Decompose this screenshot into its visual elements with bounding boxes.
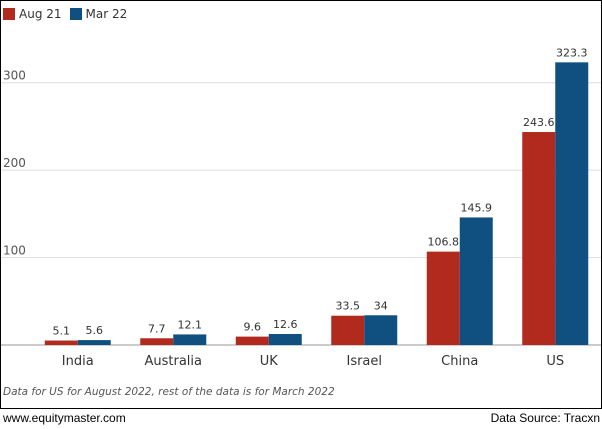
value-label: 12.6 bbox=[273, 318, 298, 331]
value-label: 106.8 bbox=[428, 236, 460, 249]
x-tick-labels: India Australia UK Israel China US bbox=[62, 354, 564, 369]
bar bbox=[522, 132, 556, 345]
x-tick-label: US bbox=[546, 354, 564, 369]
bar-chart: 100 200 300 5.1 5.6 7.7 12.1 9.6 12.6 33.5 34 106.… bbox=[1, 46, 601, 369]
website-label: www.equitymaster.com bbox=[3, 411, 126, 425]
value-label: 9.6 bbox=[244, 321, 262, 334]
legend-swatch-aug21 bbox=[3, 8, 15, 20]
footer: www.equitymaster.com Data Source: Tracxn bbox=[0, 409, 602, 429]
legend-item-mar22: Mar 22 bbox=[69, 7, 128, 21]
x-tick-label: UK bbox=[260, 354, 279, 369]
legend-label-mar22: Mar 22 bbox=[85, 7, 128, 21]
value-label: 5.1 bbox=[53, 325, 71, 338]
y-tick-label: 200 bbox=[3, 156, 26, 170]
gridlines bbox=[1, 82, 601, 346]
y-tick-labels: 100 200 300 bbox=[3, 69, 26, 258]
value-label: 12.1 bbox=[178, 318, 203, 331]
value-label: 7.7 bbox=[148, 322, 166, 335]
bars bbox=[44, 62, 589, 345]
x-tick-label: India bbox=[62, 354, 94, 369]
bar bbox=[44, 340, 78, 345]
chart-frame: Aug 21 Mar 22 100 200 300 5.1 5.6 7.7 12.1 9.6… bbox=[0, 0, 602, 409]
bar bbox=[77, 340, 111, 345]
legend-label-aug21: Aug 21 bbox=[19, 7, 62, 21]
data-source-label: Data Source: Tracxn bbox=[490, 411, 600, 425]
value-label: 145.9 bbox=[461, 201, 493, 214]
value-labels: 5.1 5.6 7.7 12.1 9.6 12.6 33.5 34 106.8 145.9 243.… bbox=[53, 46, 588, 337]
footnote: Data for US for August 2022, rest of the… bbox=[3, 386, 335, 398]
bar bbox=[235, 336, 269, 345]
value-label: 33.5 bbox=[336, 300, 361, 313]
legend: Aug 21 Mar 22 bbox=[3, 7, 135, 21]
x-tick-label: Australia bbox=[144, 354, 202, 369]
value-label: 5.6 bbox=[86, 324, 104, 337]
bar bbox=[173, 334, 207, 345]
y-tick-label: 100 bbox=[3, 244, 26, 258]
legend-swatch-mar22 bbox=[69, 8, 82, 20]
bar bbox=[331, 315, 365, 345]
x-tick-label: China bbox=[441, 354, 478, 369]
bar bbox=[268, 333, 302, 345]
legend-item-aug21: Aug 21 bbox=[3, 7, 62, 21]
value-label: 323.3 bbox=[556, 46, 588, 59]
bar bbox=[555, 62, 589, 345]
x-tick-label: Israel bbox=[346, 354, 382, 369]
bar bbox=[364, 315, 398, 345]
bar bbox=[140, 338, 174, 345]
bar bbox=[426, 251, 460, 345]
value-label: 243.6 bbox=[523, 116, 555, 129]
bar bbox=[459, 217, 493, 345]
y-tick-label: 300 bbox=[3, 69, 26, 83]
value-label: 34 bbox=[374, 299, 388, 312]
